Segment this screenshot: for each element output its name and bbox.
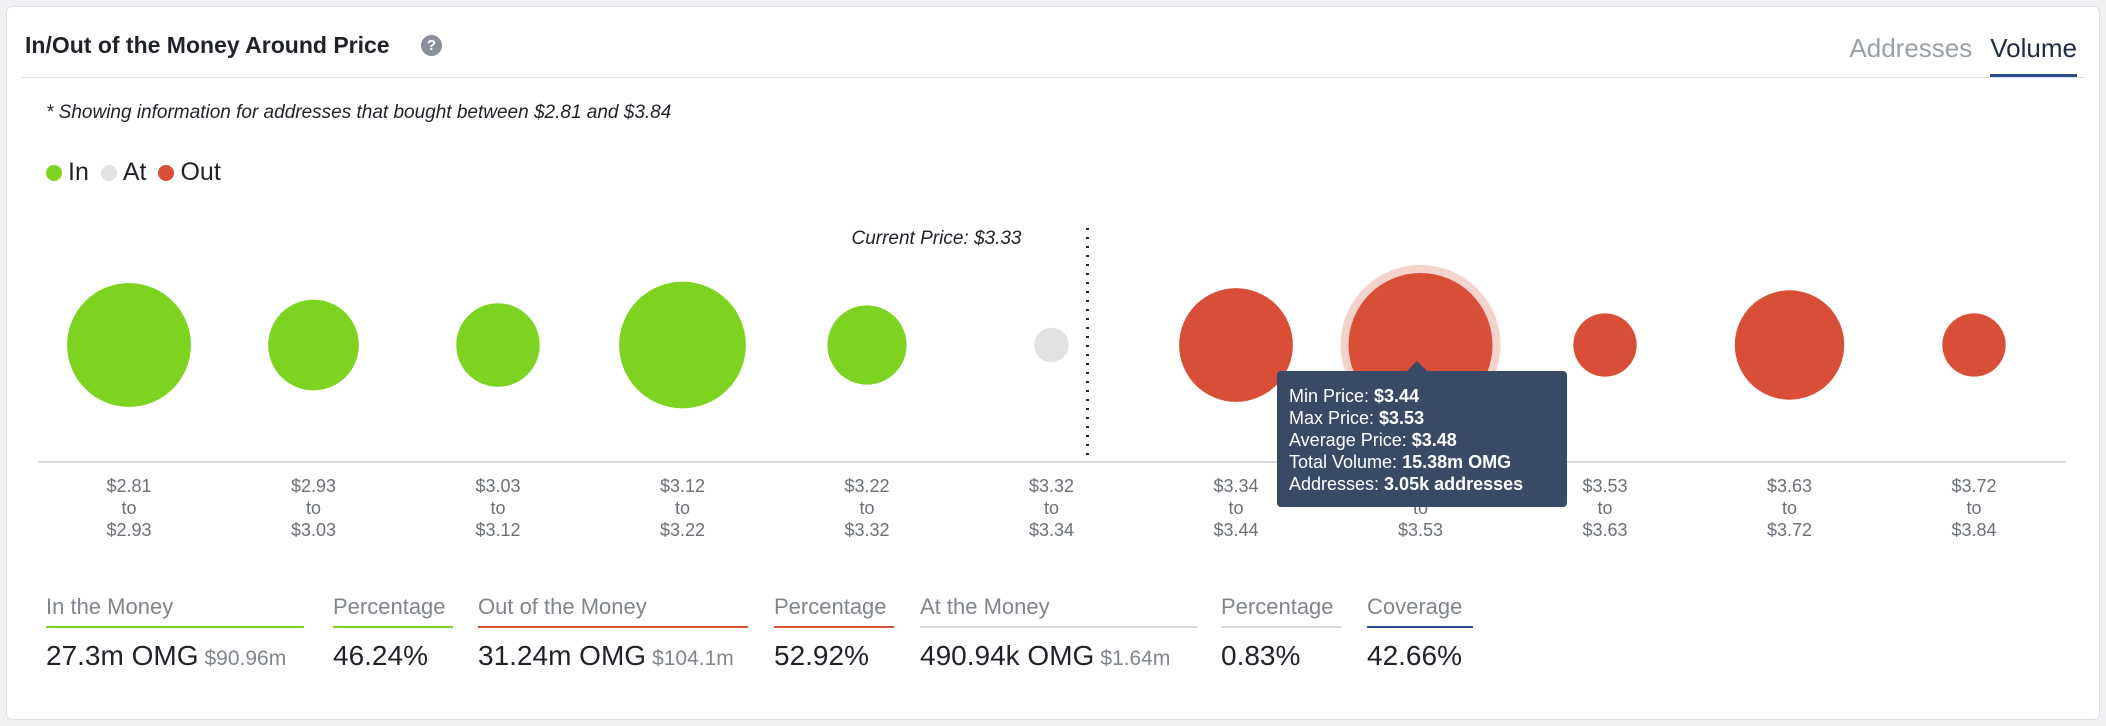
tick-label-price: $3.22: [660, 520, 705, 540]
tick-label-price: $3.32: [844, 520, 889, 540]
bubble-in[interactable]: [619, 281, 746, 409]
stat-at-the-money: At the Money 490.94k OMG $1.64m: [920, 594, 1197, 672]
tooltip-addresses: Addresses: 3.05k addresses: [1289, 474, 1524, 494]
stat-value: 490.94k OMG $1.64m: [920, 640, 1171, 671]
tab-addresses[interactable]: Addresses: [1849, 33, 1973, 63]
tick-label-to: to: [1597, 498, 1612, 518]
view-tabs: Addresses Volume: [1849, 33, 2077, 77]
range-note: * Showing information for addresses that…: [46, 102, 672, 123]
tab-volume[interactable]: Volume: [1990, 33, 2077, 77]
tick-label-price: $3.53: [1582, 476, 1627, 496]
tick-label-price: $3.32: [1029, 476, 1074, 496]
cluster-tooltip: Min Price: $3.44 Max Price: $3.53 Averag…: [1277, 361, 1567, 507]
tick-label-price: $3.44: [1213, 520, 1258, 540]
stat-value: 52.92%: [774, 640, 869, 671]
tooltip-min-price: Min Price: $3.44: [1289, 386, 1420, 406]
tick-label-price: $2.93: [106, 520, 151, 540]
stat-value: 27.3m OMG $90.96m: [46, 640, 287, 671]
bubble-out[interactable]: [1734, 290, 1845, 400]
stat-label: Percentage: [333, 594, 453, 628]
help-icon[interactable]: ?: [421, 35, 442, 56]
tooltip-average-price: Average Price: $3.48: [1289, 430, 1457, 450]
stat-in-percentage: Percentage 46.24%: [333, 594, 453, 672]
tooltip-max-price: Max Price: $3.53: [1289, 408, 1425, 428]
stat-label: Coverage: [1367, 594, 1473, 628]
bubble-out[interactable]: [1942, 313, 2006, 377]
tick-label-to: to: [859, 498, 874, 518]
tick-label-price: $3.72: [1767, 520, 1812, 540]
stat-label: Out of the Money: [478, 594, 748, 628]
tick-label-price: $3.53: [1398, 520, 1443, 540]
tick-label-price: $3.12: [475, 520, 520, 540]
legend-at-label: At: [122, 158, 147, 186]
stat-value: 31.24m OMG $104.1m: [478, 640, 734, 671]
tick-label-to: to: [490, 498, 505, 518]
legend-item-at[interactable]: At: [100, 158, 147, 187]
stat-value: 0.83%: [1221, 640, 1301, 671]
bubble-out[interactable]: [1573, 313, 1637, 377]
legend: In At Out: [46, 158, 221, 187]
stat-label: At the Money: [920, 594, 1197, 628]
tick-label-price: $3.03: [291, 520, 336, 540]
header-divider: [21, 77, 2085, 78]
legend-out-label: Out: [180, 158, 221, 186]
tooltip-total-volume: Total Volume: 15.38m OMG: [1289, 452, 1512, 472]
tick-label-to: to: [675, 498, 690, 518]
tick-label-price: $3.22: [844, 476, 889, 496]
tick-label-price: $3.63: [1582, 520, 1627, 540]
stat-value: 46.24%: [333, 640, 428, 671]
stat-in-the-money: In the Money 27.3m OMG $90.96m: [46, 594, 304, 672]
bubble-in[interactable]: [268, 299, 359, 391]
legend-item-out[interactable]: Out: [158, 158, 221, 187]
tick-label-to: to: [306, 498, 321, 518]
legend-in-label: In: [68, 158, 89, 186]
stat-label: Percentage: [774, 594, 894, 628]
bubble-out[interactable]: [1179, 288, 1293, 402]
stat-label: In the Money: [46, 594, 304, 628]
stat-label: Percentage: [1221, 594, 1341, 628]
tick-label-price: $3.72: [1951, 476, 1996, 496]
tick-label-to: to: [121, 498, 136, 518]
iomap-chart: Current Price: $3.33$2.81to$2.93$2.93to$…: [38, 228, 2066, 540]
stat-out-of-the-money: Out of the Money 31.24m OMG $104.1m: [478, 594, 748, 672]
stat-value: 42.66%: [1367, 640, 1462, 671]
legend-out-dot: [158, 164, 175, 181]
tick-label-price: $3.34: [1213, 476, 1258, 496]
legend-in-dot: [46, 164, 62, 181]
tick-label-price: $3.03: [475, 476, 520, 496]
current-price-label: Current Price: $3.33: [851, 228, 1021, 249]
bubble-in[interactable]: [456, 303, 540, 387]
legend-at-dot: [100, 164, 117, 181]
legend-item-in[interactable]: In: [46, 158, 89, 187]
tick-label-price: $3.84: [1951, 520, 1996, 540]
page-title: In/Out of the Money Around Price: [25, 32, 390, 58]
tick-label-price: $3.34: [1029, 520, 1074, 540]
tick-label-price: $3.63: [1767, 476, 1812, 496]
bubble-in[interactable]: [827, 305, 907, 385]
tick-label-price: $3.12: [660, 476, 705, 496]
tick-label-to: to: [1044, 498, 1059, 518]
stat-coverage: Coverage 42.66%: [1367, 594, 1473, 672]
tick-label-to: to: [1966, 498, 1981, 518]
bubble-at[interactable]: [1034, 327, 1069, 363]
tick-label-price: $2.93: [291, 476, 336, 496]
stat-out-percentage: Percentage 52.92%: [774, 594, 894, 672]
tick-label-price: $2.81: [106, 476, 151, 496]
bubble-in[interactable]: [67, 283, 191, 407]
tick-label-to: to: [1782, 498, 1797, 518]
tick-label-to: to: [1228, 498, 1243, 518]
stat-at-percentage: Percentage 0.83%: [1221, 594, 1341, 672]
